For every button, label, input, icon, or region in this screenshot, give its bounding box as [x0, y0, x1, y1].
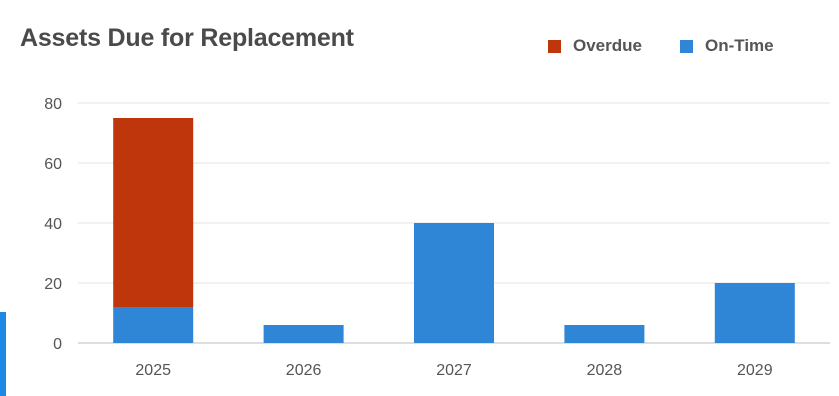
y-tick-label: 80 [44, 96, 62, 113]
bar-on-time-2025 [113, 307, 194, 343]
x-tick-label: 2025 [135, 362, 171, 379]
x-tick-label: 2028 [587, 362, 623, 379]
x-tick-label: 2029 [737, 362, 773, 379]
x-tick-label: 2027 [436, 362, 472, 379]
bar-on-time-2029 [714, 283, 795, 343]
bar-on-time-2026 [263, 325, 344, 343]
legend-label-on-time: On-Time [704, 36, 774, 55]
legend-swatch-overdue [548, 39, 561, 53]
y-tick-label: 60 [44, 156, 62, 173]
bar-on-time-2028 [564, 325, 645, 343]
chart-title: Assets Due for Replacement [20, 24, 354, 52]
left-accent-bar [0, 312, 6, 396]
legend-label-overdue: Overdue [573, 36, 642, 55]
legend-item-overdue[interactable]: Overdue [548, 36, 642, 56]
y-tick-label: 40 [44, 216, 62, 233]
y-tick-label: 20 [44, 276, 62, 293]
x-tick-label: 2026 [286, 362, 322, 379]
legend-swatch-on-time [679, 39, 693, 53]
y-tick-label: 0 [53, 336, 62, 353]
bar-on-time-2027 [414, 223, 494, 343]
bar-overdue-2025 [113, 118, 194, 307]
legend-item-on-time[interactable]: On-Time [679, 36, 774, 56]
chart-legend: Overdue On-Time [548, 36, 774, 56]
